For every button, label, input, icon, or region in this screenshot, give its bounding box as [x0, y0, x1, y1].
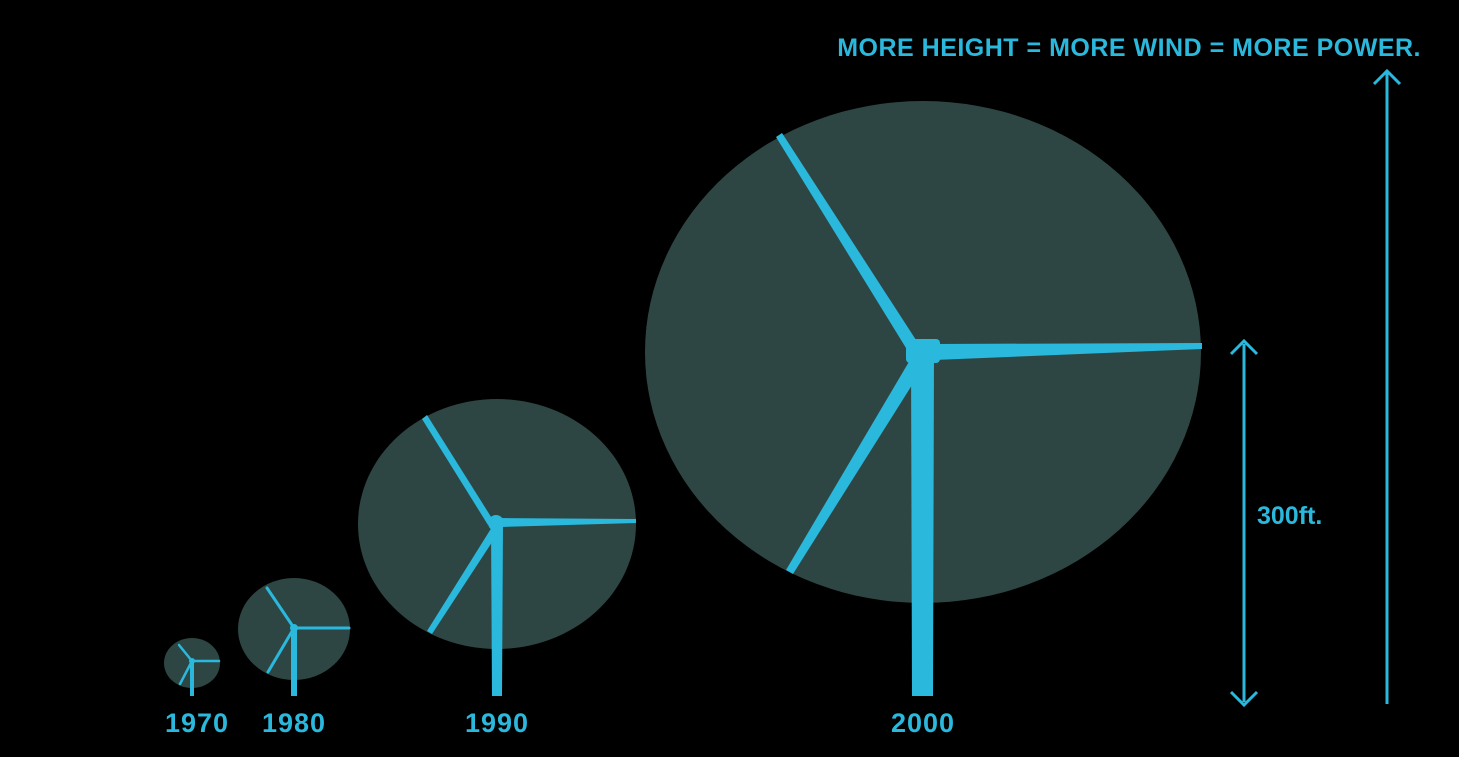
arrowhead-down-icon: [1229, 690, 1259, 708]
blade: [776, 133, 916, 348]
tower: [190, 662, 194, 696]
blade: [786, 360, 924, 574]
turbine-2000: 2000: [645, 101, 1202, 738]
arrow-up-icon: [1372, 68, 1402, 86]
tower: [291, 628, 297, 696]
blade: [177, 643, 194, 663]
headline: MORE HEIGHT = MORE WIND = MORE POWER.: [837, 34, 1421, 62]
turbine-1980: 1980: [238, 578, 351, 738]
arrowhead-up-icon: [1229, 338, 1259, 356]
nacelle: [906, 339, 940, 363]
blade: [266, 626, 296, 674]
height-arrow: [1372, 68, 1402, 704]
hub: [189, 658, 195, 664]
turbine-1970: 1970: [164, 638, 229, 738]
tower: [911, 352, 934, 696]
blade: [499, 518, 636, 527]
year-label: 1990: [465, 708, 529, 738]
tower: [491, 524, 503, 696]
blade: [932, 343, 1202, 360]
blade: [422, 415, 493, 525]
hub: [290, 624, 298, 632]
blade: [178, 659, 194, 686]
height-measure: 300ft.: [1229, 338, 1322, 708]
turbine-1990: 1990: [358, 399, 636, 738]
year-label: 1970: [165, 708, 229, 738]
year-label: 2000: [891, 708, 955, 738]
year-label: 1980: [262, 708, 326, 738]
hub: [488, 515, 504, 531]
blade: [427, 527, 500, 634]
blade: [265, 586, 296, 630]
height-label: 300ft.: [1257, 502, 1322, 530]
